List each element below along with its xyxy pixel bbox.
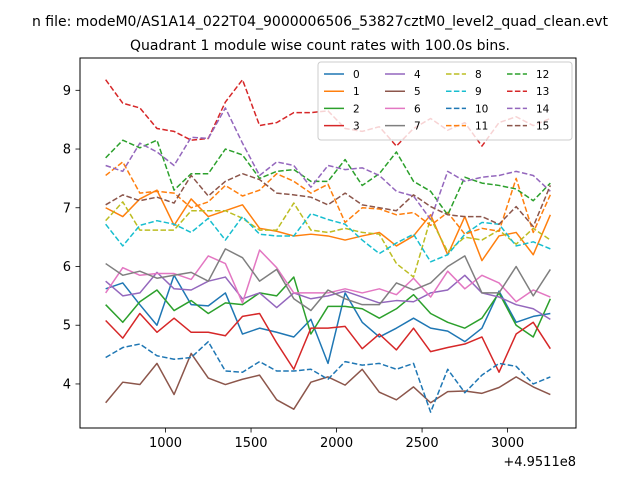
legend-label-5: 5 [414,86,421,98]
series-line-3 [105,312,551,373]
legend-label-3: 3 [353,121,360,133]
series-line-7 [105,248,551,312]
legend-label-6: 6 [414,103,421,115]
legend-label-12: 12 [536,69,549,81]
y-tick-label: 5 [63,319,71,334]
legend-label-8: 8 [475,69,482,81]
series-line-14 [105,107,551,221]
x-axis: 1000 1500 2000 2500 3000 [149,428,524,451]
series-line-10 [105,340,551,413]
series-line-11 [105,161,552,235]
series-line-4 [105,271,551,320]
y-tick-label: 8 [63,143,71,158]
series-line-8 [105,201,551,278]
y-tick-label: 4 [63,377,71,392]
legend-label-11: 11 [475,121,488,133]
y-tick-label: 7 [63,201,71,216]
legend-label-15: 15 [536,121,549,133]
y-tick-label: 9 [63,84,71,99]
x-tick-label: 1500 [234,436,267,451]
series-line-5 [105,352,551,410]
series-line-15 [105,172,552,228]
legend-label-9: 9 [475,86,482,98]
legend-label-10: 10 [475,103,488,115]
series-line-2 [105,276,552,338]
chart-title: Quadrant 1 module wise count rates with … [130,38,510,54]
x-axis-offset-label: +4.9511e8 [503,455,576,470]
x-tick-label: 1000 [149,436,182,451]
legend-label-7: 7 [414,121,421,133]
legend-label-4: 4 [414,69,421,81]
x-tick-label: 3000 [491,436,524,451]
x-tick-label: 2500 [406,436,439,451]
legend-label-2: 2 [353,103,360,115]
legend-label-0: 0 [353,69,360,81]
chart-supertitle: n file: modeM0/AS1A14_022T04_9000006506_… [32,14,609,30]
y-axis: 4 5 6 7 8 9 [63,84,80,392]
series-line-12 [105,139,551,216]
legend-box [317,61,573,141]
legend-label-1: 1 [353,86,360,98]
series-line-1 [105,189,552,262]
x-tick-label: 2000 [320,436,353,451]
series-line-0 [105,274,551,365]
y-tick-label: 6 [63,260,71,275]
series-line-9 [105,212,551,263]
plot-frame [79,57,577,429]
legend-label-14: 14 [536,103,550,115]
legend-label-13: 13 [536,86,549,98]
